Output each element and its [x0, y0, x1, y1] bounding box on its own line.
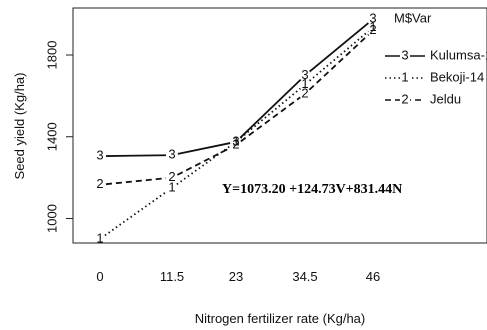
- plot-frame: [72, 7, 487, 244]
- legend-marker-bg: [400, 92, 410, 108]
- x-tick-label: 0: [96, 269, 103, 284]
- series-jeldu: 2 2 2 2 2: [96, 22, 376, 191]
- series-segment: [239, 78, 302, 139]
- data-point: 3: [369, 11, 376, 26]
- data-point: 1: [301, 76, 308, 91]
- y-axis: 1000 1400 1800: [44, 41, 73, 233]
- legend-item: 1 Bekoji-14: [385, 69, 484, 86]
- x-axis: 0 11.5 23 34.5 46: [96, 269, 380, 284]
- legend-item: 3 Kulumsa-1: [385, 47, 487, 64]
- y-tick-label: 1400: [44, 122, 59, 151]
- data-point: 3: [168, 147, 175, 162]
- data-point: 1: [96, 230, 103, 245]
- legend-marker-bg: [400, 48, 410, 64]
- x-axis-label: Nitrogen fertilizer rate (Kg/ha): [195, 311, 366, 326]
- series-bekoji-14: 1 1 1 1 1: [96, 19, 376, 245]
- series-segment: [240, 96, 301, 143]
- data-point: 1: [232, 133, 239, 148]
- series-segment: [177, 142, 231, 155]
- data-point: 2: [301, 85, 308, 100]
- x-tick-label: 46: [366, 269, 380, 284]
- legend-label: Jeldu: [430, 91, 461, 106]
- data-point: 3: [301, 67, 308, 82]
- series-segment: [309, 22, 369, 73]
- series-segment: [240, 87, 301, 139]
- data-point: 2: [96, 176, 103, 191]
- legend-marker: 1: [401, 69, 408, 84]
- legend-item: 2 Jeldu: [385, 91, 461, 108]
- data-point: 2: [232, 136, 239, 151]
- legend-label: Kulumsa-1: [430, 47, 487, 62]
- series-segment: [309, 30, 369, 82]
- legend-marker: 2: [401, 91, 408, 106]
- x-tick-label: 11.5: [160, 269, 184, 284]
- series-segment: [104, 190, 168, 237]
- data-point: 3: [232, 133, 239, 148]
- x-tick-label: 34.5: [292, 269, 317, 284]
- y-axis-label: Seed yield (Kg/ha): [12, 73, 27, 180]
- legend-marker-bg: [400, 70, 410, 86]
- series-segment: [105, 177, 167, 186]
- data-point: 2: [168, 169, 175, 184]
- series-segment: [105, 154, 167, 157]
- legend: M$Var 3 Kulumsa-1 1 Bekoji-14 2 Jeldu: [385, 10, 487, 108]
- y-tick-label: 1000: [44, 204, 59, 233]
- x-tick-label: 23: [229, 269, 243, 284]
- y-tick-label: 1800: [44, 41, 59, 70]
- data-point: 3: [96, 148, 103, 163]
- data-point: 1: [369, 19, 376, 34]
- series-kulumsa-1: 3 3 3 3 3: [96, 11, 376, 163]
- series-segment: [308, 33, 370, 91]
- data-point: 1: [168, 179, 175, 194]
- regression-equation: Y=1073.20 +124.73V+831.44N: [222, 182, 402, 197]
- legend-label: Bekoji-14: [430, 69, 484, 84]
- legend-marker: 3: [401, 47, 408, 62]
- data-point: 2: [369, 22, 376, 37]
- legend-title: M$Var: [394, 10, 432, 25]
